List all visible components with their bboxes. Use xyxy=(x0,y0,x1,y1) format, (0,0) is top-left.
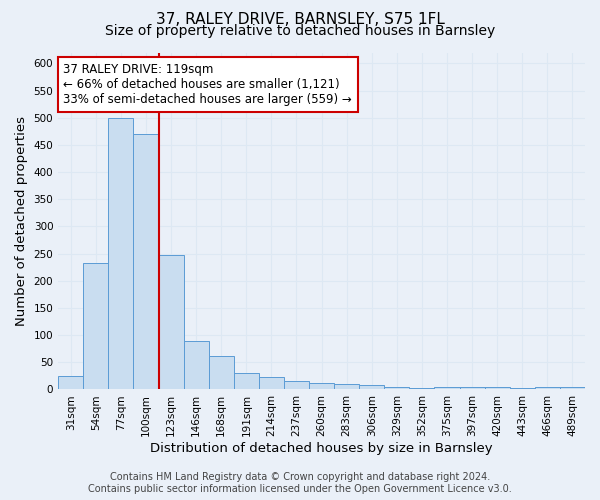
Bar xyxy=(535,386,560,390)
Bar xyxy=(133,134,158,390)
Text: 37 RALEY DRIVE: 119sqm
← 66% of detached houses are smaller (1,121)
33% of semi-: 37 RALEY DRIVE: 119sqm ← 66% of detached… xyxy=(64,62,352,106)
Bar xyxy=(460,386,485,390)
Bar xyxy=(259,377,284,390)
Bar xyxy=(209,356,234,390)
Bar xyxy=(184,340,209,390)
Bar xyxy=(309,383,334,390)
Text: 37, RALEY DRIVE, BARNSLEY, S75 1FL: 37, RALEY DRIVE, BARNSLEY, S75 1FL xyxy=(155,12,445,28)
Bar xyxy=(359,385,385,390)
Bar xyxy=(560,386,585,390)
Bar xyxy=(284,382,309,390)
Bar xyxy=(158,254,184,390)
Bar xyxy=(510,388,535,390)
Bar xyxy=(385,388,409,390)
Y-axis label: Number of detached properties: Number of detached properties xyxy=(15,116,28,326)
X-axis label: Distribution of detached houses by size in Barnsley: Distribution of detached houses by size … xyxy=(150,442,493,455)
Bar xyxy=(485,388,510,390)
Bar xyxy=(234,373,259,390)
Bar xyxy=(83,264,109,390)
Bar xyxy=(409,388,434,390)
Bar xyxy=(334,384,359,390)
Bar xyxy=(58,376,83,390)
Bar xyxy=(109,118,133,390)
Bar xyxy=(434,388,460,390)
Text: Contains HM Land Registry data © Crown copyright and database right 2024.
Contai: Contains HM Land Registry data © Crown c… xyxy=(88,472,512,494)
Text: Size of property relative to detached houses in Barnsley: Size of property relative to detached ho… xyxy=(105,24,495,38)
